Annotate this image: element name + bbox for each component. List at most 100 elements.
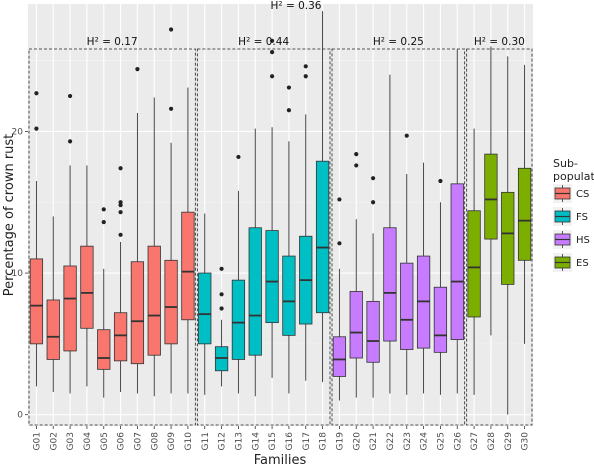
x-tick-label: G11 xyxy=(201,432,211,450)
box-G06 xyxy=(113,166,128,393)
y-tick-label: 10 xyxy=(12,269,24,279)
x-tick-label: G06 xyxy=(117,432,127,451)
x-tick-label: G03 xyxy=(66,432,76,450)
box-G09 xyxy=(164,27,178,394)
box-G02 xyxy=(46,216,60,393)
outlier-point xyxy=(269,38,275,43)
group-h2-label-FS: H² = 0.44 xyxy=(238,36,289,48)
outlier-point xyxy=(303,74,308,79)
outlier-point xyxy=(269,50,275,55)
x-tick-label: G09 xyxy=(167,432,177,451)
outlier-point xyxy=(236,154,241,160)
x-tick-label: G26 xyxy=(453,432,463,451)
outlier-point xyxy=(286,108,292,113)
x-tick-label: G25 xyxy=(436,432,446,450)
x-tick-label: G14 xyxy=(251,432,261,451)
x-tick-label: G12 xyxy=(218,432,228,450)
legend: Sub- population CS FS HS ES xyxy=(553,157,594,272)
x-tick-label: G05 xyxy=(100,432,110,450)
group-frame-ES xyxy=(466,48,533,426)
x-tick-label: G16 xyxy=(285,432,295,451)
outlier-point xyxy=(34,91,39,96)
box-G30 xyxy=(517,64,532,344)
box-G10 xyxy=(181,87,195,394)
y-tick-label: 0 xyxy=(17,411,23,421)
x-tick-label: G23 xyxy=(403,432,413,450)
box-iqr xyxy=(501,191,515,285)
box-iqr xyxy=(181,211,195,321)
box-iqr xyxy=(80,245,94,329)
outlier-point xyxy=(168,106,174,111)
box-iqr xyxy=(63,265,77,352)
box-iqr xyxy=(332,336,347,377)
legend-entry-ES: ES xyxy=(553,253,589,272)
outlier-point xyxy=(168,27,174,32)
legend-entry-CS: CS xyxy=(553,184,589,203)
box-G12 xyxy=(214,266,229,387)
x-axis-title: Families xyxy=(254,453,307,468)
x-tick-label: G07 xyxy=(133,432,143,450)
outlier-point xyxy=(67,93,73,99)
legend-label-HS: HS xyxy=(576,235,590,246)
box-G05 xyxy=(97,207,111,398)
group-frame-FS xyxy=(196,48,331,426)
x-tick-label: G01 xyxy=(32,432,42,450)
outlier-point xyxy=(370,200,376,205)
group-h2-label-CS: H² = 0.17 xyxy=(87,36,138,48)
outlier-point xyxy=(67,139,73,144)
box-iqr xyxy=(29,258,44,345)
box-G20 xyxy=(349,152,363,398)
outlier-point xyxy=(438,178,443,184)
box-G25 xyxy=(433,178,448,395)
outlier-point xyxy=(101,207,106,212)
box-G24 xyxy=(416,162,431,394)
outlier-point xyxy=(404,133,409,138)
box-G03 xyxy=(63,93,77,394)
box-iqr xyxy=(484,153,498,240)
x-tick-label: G02 xyxy=(49,432,59,450)
box-G19 xyxy=(332,197,347,401)
box-iqr xyxy=(450,183,464,341)
outlier-point xyxy=(101,219,106,225)
box-G23 xyxy=(400,133,414,395)
box-iqr xyxy=(164,259,178,345)
box-G07 xyxy=(130,67,145,394)
box-G17 xyxy=(299,64,313,381)
outlier-point xyxy=(303,64,308,69)
box-iqr xyxy=(517,167,532,261)
box-G27 xyxy=(467,128,481,395)
outlier-point xyxy=(219,292,224,297)
group-h2-label-HS: H² = 0.25 xyxy=(373,36,424,48)
legend-title-line-2: population xyxy=(553,170,594,183)
box-G11 xyxy=(198,213,212,395)
outlier-point xyxy=(370,176,376,181)
box-G14 xyxy=(248,128,262,397)
overall-h2-label: H² = 0.36 xyxy=(271,0,322,12)
box-iqr xyxy=(97,329,111,370)
x-tick-label: G21 xyxy=(369,432,379,450)
box-iqr xyxy=(147,245,161,356)
outlier-point xyxy=(118,210,123,215)
legend-label-FS: FS xyxy=(576,212,588,223)
legend-entry-FS: FS xyxy=(553,207,588,226)
box-G26 xyxy=(450,49,464,394)
x-tick-label: G08 xyxy=(150,432,160,451)
plot-background xyxy=(28,4,533,426)
box-iqr xyxy=(198,272,212,345)
box-iqr xyxy=(383,227,397,342)
box-iqr xyxy=(113,312,128,362)
outlier-point xyxy=(118,232,123,237)
box-iqr xyxy=(467,210,481,318)
box-iqr xyxy=(433,286,448,353)
legend-keys: CS FS HS ES xyxy=(553,184,590,272)
group-frame-CS xyxy=(28,48,196,426)
box-iqr xyxy=(46,299,60,360)
box-G16 xyxy=(282,85,296,394)
outlier-point xyxy=(118,166,123,171)
outlier-point xyxy=(337,241,342,246)
box-G08 xyxy=(147,97,161,397)
outlier-point xyxy=(354,163,359,168)
x-tick-label: G28 xyxy=(487,432,497,451)
x-tick-label: G13 xyxy=(234,432,244,450)
y-axis: 0 10 20 xyxy=(12,127,28,421)
